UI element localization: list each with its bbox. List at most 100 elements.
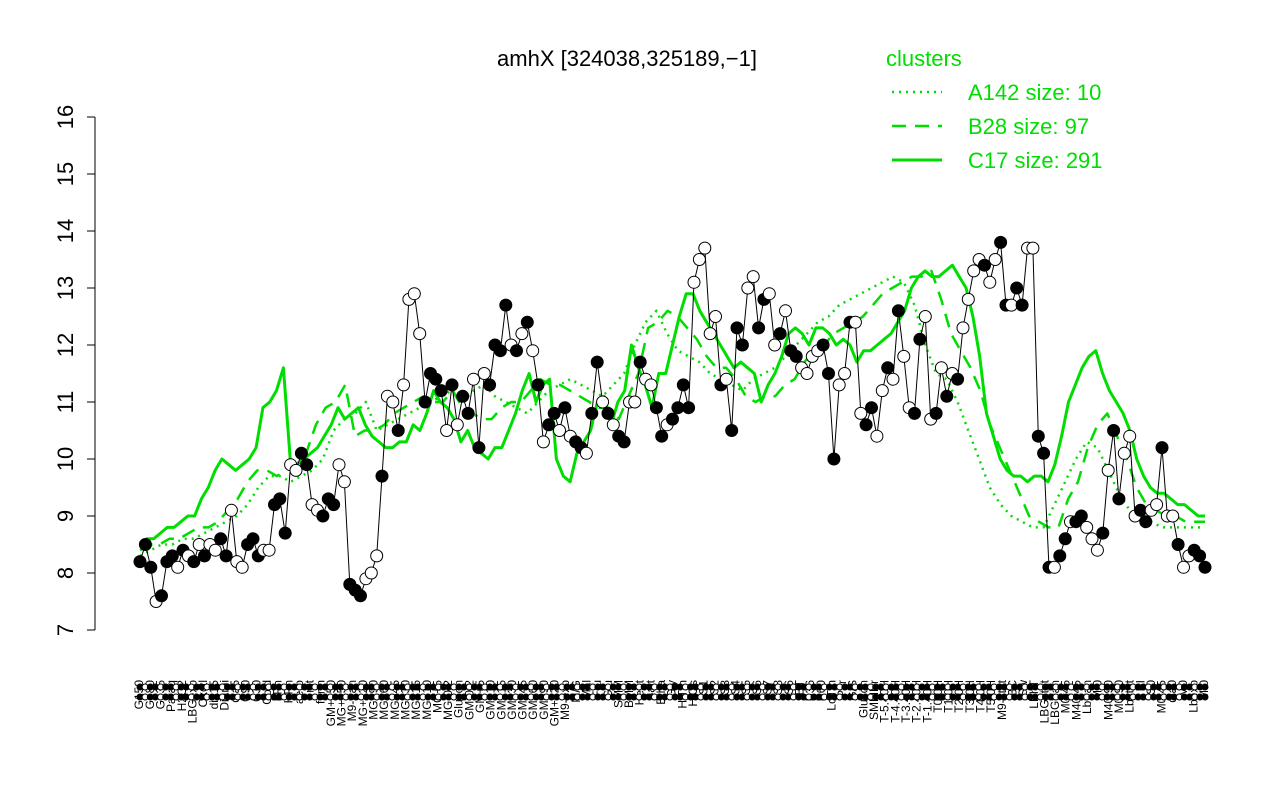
data-point — [1015, 298, 1029, 312]
data-point — [779, 304, 792, 318]
data-point — [752, 321, 766, 335]
data-point — [1085, 532, 1099, 546]
data-point — [461, 406, 475, 420]
y-tick-label: 12 — [53, 333, 78, 357]
data-point — [596, 395, 610, 409]
data-point — [762, 287, 776, 301]
data-point — [289, 463, 303, 477]
series-line-dashed — [139, 269, 1205, 552]
data-point — [1058, 532, 1072, 546]
data-points — [133, 235, 1212, 608]
data-point — [1112, 492, 1126, 506]
data-point — [956, 321, 970, 335]
data-point — [354, 589, 367, 603]
data-point — [816, 338, 830, 352]
legend: clusters A142 size: 10 B28 size: 97 C17 si… — [886, 46, 1103, 173]
data-point — [789, 349, 803, 363]
data-point — [735, 338, 749, 352]
data-point — [741, 281, 755, 295]
data-point — [698, 241, 712, 255]
data-point — [386, 395, 400, 409]
data-point — [1117, 446, 1131, 460]
y-tick-label: 15 — [53, 162, 78, 186]
x-rug-marker — [1201, 683, 1209, 691]
data-point — [1101, 463, 1115, 477]
chart-title: amhX [324038,325189,−1] — [497, 46, 757, 71]
data-point — [273, 492, 287, 506]
y-tick-label: 11 — [53, 391, 78, 414]
data-point — [1090, 543, 1104, 557]
y-tick-label: 14 — [53, 219, 78, 243]
axes: 7 8 9 10 11 12 13 14 15 16 — [53, 105, 96, 636]
x-tick-label: MG+150 — [335, 680, 349, 727]
data-point — [187, 555, 201, 569]
data-point — [692, 253, 706, 266]
data-point — [1139, 515, 1153, 529]
data-point — [1150, 498, 1164, 512]
data-point — [768, 338, 782, 352]
data-point — [526, 344, 540, 358]
data-point — [848, 315, 862, 329]
data-point — [988, 253, 1002, 266]
x-tick-label: T-4.40H — [888, 680, 902, 723]
data-point — [278, 526, 292, 540]
data-point — [1031, 429, 1045, 443]
data-point — [493, 344, 507, 358]
data-point — [579, 446, 593, 460]
data-point — [1166, 509, 1180, 523]
data-point — [865, 401, 878, 415]
data-point — [219, 549, 233, 563]
data-point — [553, 424, 566, 437]
data-point — [536, 435, 550, 449]
data-point — [961, 292, 975, 306]
data-point — [1026, 241, 1040, 255]
data-point — [418, 395, 432, 409]
data-point — [547, 406, 561, 420]
data-point — [800, 367, 814, 380]
data-point — [224, 503, 238, 517]
data-point — [719, 372, 733, 386]
data-point — [606, 418, 620, 432]
data-point — [198, 549, 211, 563]
y-tick-label: 9 — [53, 510, 78, 522]
data-point — [445, 378, 459, 392]
data-point — [773, 327, 787, 341]
x-tick-label: T-1.40H — [920, 680, 934, 723]
data-point — [472, 441, 486, 455]
data-point — [832, 378, 846, 392]
data-point — [1123, 429, 1137, 443]
data-point — [951, 372, 965, 386]
data-point — [332, 458, 346, 472]
data-point — [827, 452, 841, 466]
data-point — [730, 321, 744, 335]
y-tick-label: 10 — [53, 447, 78, 471]
data-point — [171, 560, 185, 574]
x-tick-label: T-5.40H — [878, 680, 892, 723]
data-point — [477, 367, 491, 380]
x-tick-label: LBGexp — [185, 680, 199, 724]
data-point — [891, 304, 905, 318]
legend-label: C17 size: 291 — [968, 148, 1103, 173]
data-point — [327, 498, 341, 512]
data-point — [746, 270, 760, 284]
data-point — [994, 235, 1008, 249]
data-point — [1010, 281, 1024, 295]
data-point — [214, 532, 228, 546]
data-point — [165, 549, 179, 563]
data-point — [483, 378, 497, 392]
data-point — [235, 560, 249, 574]
data-point — [838, 367, 852, 380]
data-point — [510, 344, 523, 358]
data-point — [144, 560, 158, 574]
y-tick-label: 8 — [53, 567, 78, 579]
data-point — [918, 310, 932, 323]
data-point — [854, 406, 868, 420]
data-point — [703, 327, 717, 341]
y-tick-label: 7 — [53, 624, 78, 636]
data-point — [870, 429, 884, 443]
data-point — [1155, 441, 1169, 455]
data-point — [456, 389, 470, 403]
x-rug-marker — [1201, 693, 1209, 701]
data-point — [633, 355, 647, 369]
